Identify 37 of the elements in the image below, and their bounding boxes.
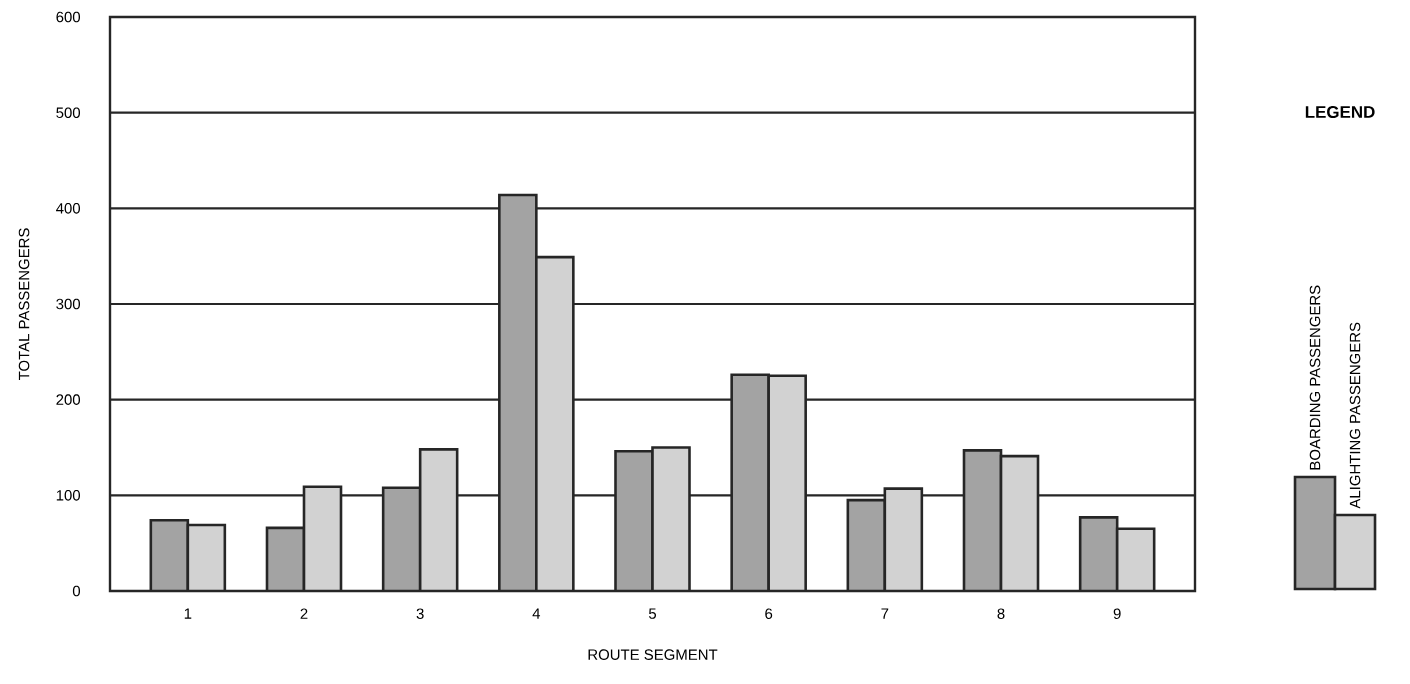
bar: [883, 487, 924, 591]
x-axis-title: ROUTE SEGMENT: [588, 649, 718, 660]
legend-title: LEGEND: [1305, 106, 1375, 118]
bar: [614, 450, 654, 591]
x-tick-label: 3: [416, 608, 424, 619]
bar: [730, 373, 770, 591]
y-tick-label: 500: [56, 107, 81, 118]
bar: [265, 526, 306, 591]
bar: [846, 498, 887, 591]
x-tick-label: 6: [765, 608, 773, 619]
y-tick-label: 300: [56, 298, 81, 310]
y-tick-label: 0: [72, 585, 81, 597]
bar: [651, 446, 691, 591]
bar: [767, 374, 807, 591]
y-tick-label: 400: [56, 203, 81, 214]
bar: [999, 454, 1040, 591]
bar: [1078, 516, 1119, 591]
bar: [302, 485, 343, 591]
x-tick-label: 9: [1113, 608, 1121, 619]
x-tick-label: 1: [184, 608, 192, 619]
y-axis-title: TOTAL PASSENGERS: [18, 228, 30, 381]
bar: [498, 193, 538, 591]
x-tick-label: 2: [300, 608, 308, 619]
bar: [1115, 527, 1156, 591]
bar: [381, 486, 422, 591]
x-tick-label: 7: [881, 608, 889, 619]
y-tick-label: 100: [56, 490, 81, 501]
text: BOARDING PASSENGERS: [1309, 285, 1321, 470]
bar: [535, 255, 575, 591]
y-tick-label: 200: [56, 394, 81, 405]
y-tick-label: 600: [56, 11, 81, 23]
bar: [418, 448, 459, 591]
bar: [962, 449, 1003, 591]
x-tick-label: 5: [648, 608, 657, 619]
x-tick-label: 8: [997, 608, 1005, 619]
x-tick-label: 4: [532, 608, 541, 619]
text: ALIGHTING PASSENGERS: [1349, 322, 1361, 509]
